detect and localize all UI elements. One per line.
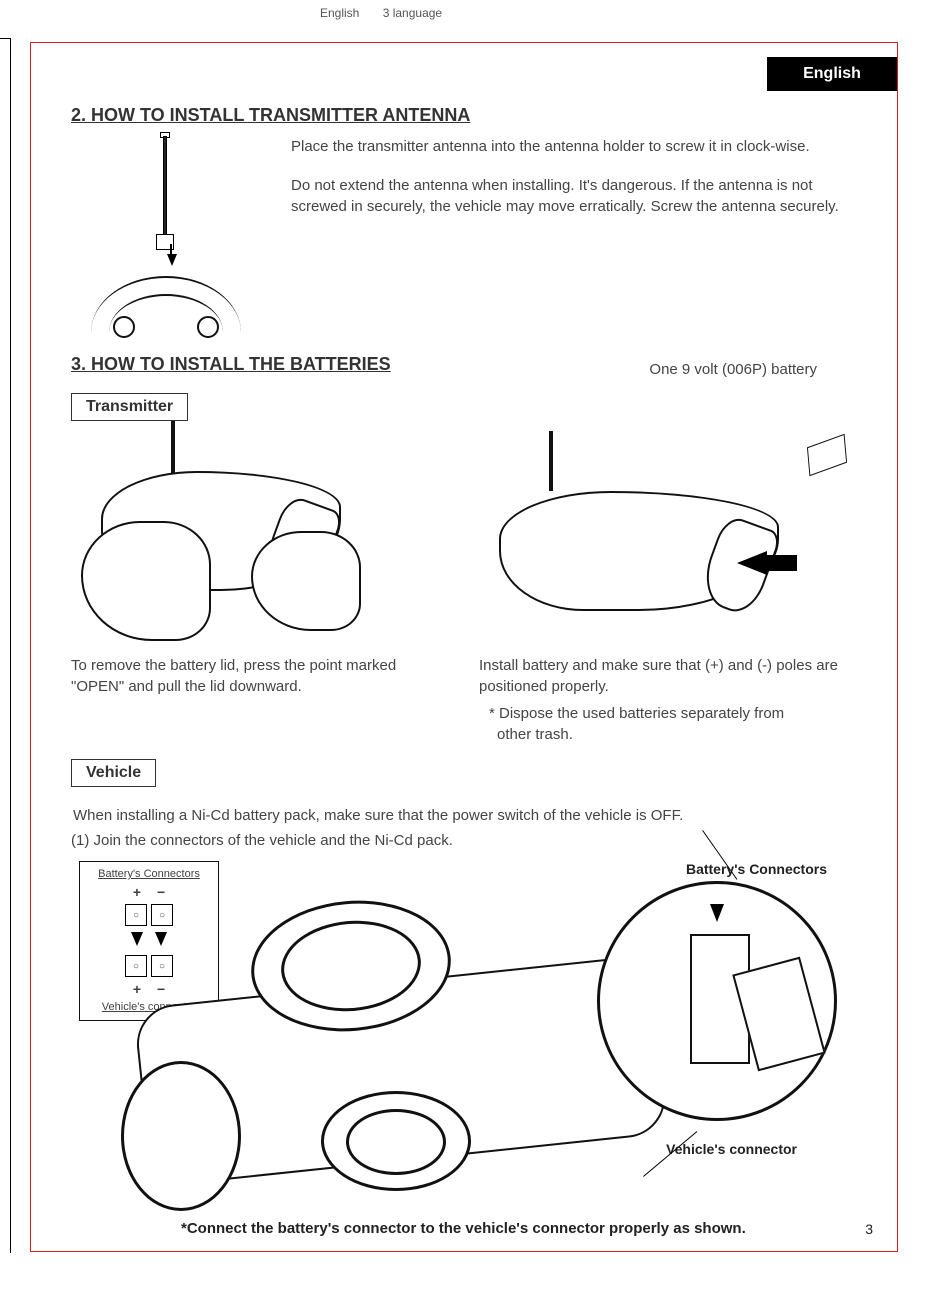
- header-meta: English 3 language: [320, 6, 462, 20]
- connector-bottom: ○ ○: [80, 955, 218, 977]
- vehicle-p1: When installing a Ni-Cd battery pack, ma…: [73, 807, 857, 824]
- figure-antenna-install: [71, 136, 261, 336]
- caption-right: Install battery and make sure that (+) a…: [479, 655, 857, 745]
- insert-arrow-head: [737, 551, 767, 575]
- transmitter-figs-row: [71, 431, 857, 641]
- section2-text: Place the transmitter antenna into the a…: [291, 136, 857, 235]
- section2-title: 2. HOW TO INSTALL TRANSMITTER ANTENNA: [71, 105, 857, 126]
- conn-cell: ○: [151, 904, 173, 926]
- tire-side: [121, 1061, 241, 1211]
- pm-row-bottom: + −: [80, 981, 218, 997]
- antenna-shape-2: [549, 431, 553, 491]
- hand-right: [251, 531, 361, 631]
- insert-arrow-stem: [767, 555, 797, 571]
- conn-cell: ○: [125, 904, 147, 926]
- zoom-circle: [597, 881, 837, 1121]
- section3: 3. HOW TO INSTALL THE BATTERIES One 9 vo…: [71, 354, 857, 1221]
- figure-vehicle: Battery's Connectors + − ○ ○ ○: [71, 861, 857, 1221]
- transmitter-tag: Transmitter: [71, 393, 188, 421]
- connector-diagram: Battery's Connectors + − ○ ○ ○: [79, 861, 219, 1021]
- captions-row: To remove the battery lid, press the poi…: [71, 655, 857, 745]
- language-tab: English: [767, 57, 897, 91]
- arrow-down-icon: [131, 932, 143, 946]
- arrows-row: [80, 930, 218, 951]
- figure-remove-lid: [71, 431, 449, 641]
- tire-front-inner: [346, 1109, 446, 1175]
- minus-icon: −: [157, 981, 165, 997]
- crop-mark-left: [10, 38, 11, 1253]
- page-content: 2. HOW TO INSTALL TRANSMITTER ANTENNA Pl…: [71, 105, 857, 1221]
- conn-cell: ○: [151, 955, 173, 977]
- section2-p2: Do not extend the antenna when installin…: [291, 175, 857, 217]
- stick-left: [113, 316, 135, 338]
- cap-right-2: * Dispose the used batteries separately …: [489, 703, 857, 724]
- arrow-down-icon: [155, 932, 167, 946]
- figure-install-battery: [479, 431, 857, 641]
- connector-top: ○ ○: [80, 904, 218, 926]
- cap-left-text: To remove the battery lid, press the poi…: [71, 655, 449, 697]
- page-number: 3: [865, 1221, 873, 1237]
- battery-note: One 9 volt (006P) battery: [649, 361, 817, 378]
- section2-p1: Place the transmitter antenna into the a…: [291, 136, 857, 157]
- stick-right: [197, 316, 219, 338]
- vehicle-tag: Vehicle: [71, 759, 156, 787]
- page-frame: English 2. HOW TO INSTALL TRANSMITTER AN…: [30, 42, 898, 1252]
- connector-top-label: Battery's Connectors: [80, 868, 218, 880]
- footnote: *Connect the battery's connector to the …: [181, 1220, 746, 1237]
- plus-icon: +: [133, 884, 141, 900]
- minus-icon: −: [157, 884, 165, 900]
- cap-right-1: Install battery and make sure that (+) a…: [479, 655, 857, 697]
- callout-vehicle-connector: Vehicle's connector: [666, 1141, 797, 1157]
- crop-mark-top: [0, 38, 10, 39]
- vehicle-step1: (1) Join the connectors of the vehicle a…: [71, 832, 857, 849]
- section2-row: Place the transmitter antenna into the a…: [71, 136, 857, 336]
- header-lang: English: [320, 6, 359, 20]
- callout-battery-connectors: Battery's Connectors: [686, 861, 827, 877]
- antenna-stick-shape: [163, 136, 167, 236]
- cap-right-3: other trash.: [497, 724, 857, 745]
- conn-cell: ○: [125, 955, 147, 977]
- hand-left: [81, 521, 211, 641]
- arrow-down-icon: [167, 254, 177, 266]
- battery-9v-shape: [807, 434, 847, 477]
- plus-icon: +: [133, 981, 141, 997]
- arrow-down-icon: [710, 904, 724, 922]
- header-langmode: 3 language: [383, 6, 442, 20]
- caption-left: To remove the battery lid, press the poi…: [71, 655, 449, 745]
- pm-row-top: + −: [80, 884, 218, 900]
